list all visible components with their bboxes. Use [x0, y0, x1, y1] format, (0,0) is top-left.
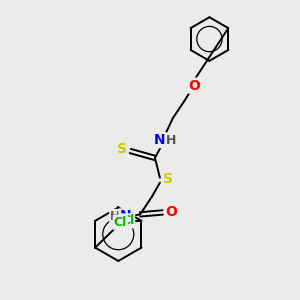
Text: N: N — [154, 133, 166, 147]
Text: S: S — [163, 172, 173, 186]
Text: O: O — [165, 206, 177, 219]
Text: Cl: Cl — [121, 214, 134, 227]
Text: S: S — [117, 142, 127, 156]
Text: Cl: Cl — [114, 216, 127, 229]
Text: H: H — [166, 134, 176, 147]
Text: N: N — [119, 209, 131, 224]
Text: H: H — [110, 210, 121, 223]
Text: O: O — [189, 79, 200, 93]
